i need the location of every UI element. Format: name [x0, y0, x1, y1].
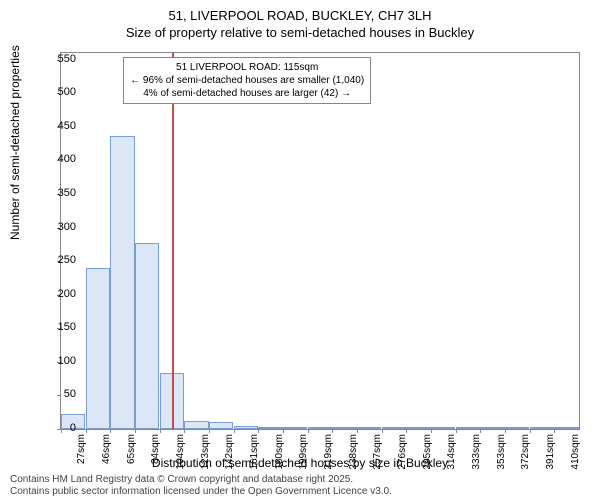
y-tick-label: 500	[58, 86, 76, 98]
x-tick-mark	[505, 429, 506, 433]
y-tick-label: 400	[58, 153, 76, 165]
x-tick-mark	[480, 429, 481, 433]
x-tick-label: 295sqm	[422, 434, 433, 474]
x-tick-label: 276sqm	[397, 434, 408, 474]
histogram-bar	[110, 136, 134, 429]
x-tick-mark	[258, 429, 259, 433]
x-tick-mark	[382, 429, 383, 433]
x-tick-mark	[234, 429, 235, 433]
footer-line1: Contains HM Land Registry data © Crown c…	[10, 474, 392, 486]
x-tick-mark	[357, 429, 358, 433]
y-axis-label: Number of semi-detached properties	[8, 45, 22, 240]
y-tick-label: 300	[58, 221, 76, 233]
annotation-line2: ← 96% of semi-detached houses are smalle…	[130, 74, 364, 87]
x-tick-label: 314sqm	[446, 434, 457, 474]
footer-line2: Contains public sector information licen…	[10, 486, 392, 498]
y-tick-mark	[57, 395, 61, 396]
y-tick-label: 150	[58, 321, 76, 333]
x-tick-mark	[456, 429, 457, 433]
y-tick-label: 350	[58, 187, 76, 199]
x-tick-mark	[160, 429, 161, 433]
x-tick-mark	[209, 429, 210, 433]
x-tick-label: 180sqm	[274, 434, 285, 474]
reference-line	[172, 53, 174, 429]
chart-subtitle: Size of property relative to semi-detach…	[0, 25, 600, 40]
histogram-bar	[308, 427, 332, 429]
x-tick-mark	[308, 429, 309, 433]
x-tick-label: 142sqm	[224, 434, 235, 474]
y-tick-label: 100	[58, 355, 76, 367]
histogram-bar	[135, 243, 159, 429]
x-tick-mark	[406, 429, 407, 433]
histogram-bar	[554, 427, 578, 429]
histogram-bar	[406, 427, 430, 429]
x-tick-label: 27sqm	[76, 434, 87, 474]
x-tick-mark	[283, 429, 284, 433]
x-tick-mark	[61, 429, 62, 433]
x-tick-label: 372sqm	[520, 434, 531, 474]
histogram-bar	[184, 421, 208, 429]
annotation-line1: 51 LIVERPOOL ROAD: 115sqm	[130, 61, 364, 74]
y-tick-label: 0	[70, 422, 76, 434]
histogram-bar	[530, 427, 554, 429]
histogram-bar	[357, 427, 381, 429]
x-tick-mark	[431, 429, 432, 433]
y-tick-label: 450	[58, 120, 76, 132]
histogram-bar	[332, 427, 356, 429]
histogram-bar	[480, 427, 504, 429]
x-tick-label: 257sqm	[372, 434, 383, 474]
histogram-bar	[505, 427, 529, 429]
histogram-bar	[86, 268, 110, 429]
annotation-line3: 4% of semi-detached houses are larger (4…	[130, 87, 364, 100]
histogram-bar	[431, 427, 455, 429]
histogram-bar	[456, 427, 480, 429]
x-tick-mark	[135, 429, 136, 433]
x-tick-mark	[554, 429, 555, 433]
x-tick-label: 161sqm	[249, 434, 260, 474]
annotation-box: 51 LIVERPOOL ROAD: 115sqm← 96% of semi-d…	[123, 57, 371, 104]
x-tick-label: 219sqm	[323, 434, 334, 474]
histogram-bar	[209, 422, 233, 429]
x-tick-label: 238sqm	[348, 434, 359, 474]
x-tick-label: 84sqm	[150, 434, 161, 474]
histogram-bar	[258, 427, 282, 429]
x-tick-label: 199sqm	[298, 434, 309, 474]
x-tick-mark	[86, 429, 87, 433]
y-tick-label: 550	[58, 53, 76, 65]
chart-title: 51, LIVERPOOL ROAD, BUCKLEY, CH7 3LH	[0, 8, 600, 23]
x-tick-label: 391sqm	[545, 434, 556, 474]
x-tick-label: 353sqm	[496, 434, 507, 474]
histogram-bar	[382, 427, 406, 429]
x-tick-mark	[110, 429, 111, 433]
x-tick-mark	[530, 429, 531, 433]
x-tick-label: 65sqm	[126, 434, 137, 474]
x-tick-mark	[332, 429, 333, 433]
y-tick-label: 250	[58, 254, 76, 266]
chart-plot-area: 51 LIVERPOOL ROAD: 115sqm← 96% of semi-d…	[60, 52, 580, 430]
x-tick-mark	[184, 429, 185, 433]
y-tick-label: 50	[64, 388, 76, 400]
histogram-bar	[234, 426, 258, 429]
chart-title-block: 51, LIVERPOOL ROAD, BUCKLEY, CH7 3LH Siz…	[0, 0, 600, 40]
x-tick-label: 123sqm	[200, 434, 211, 474]
footer-attribution: Contains HM Land Registry data © Crown c…	[10, 474, 392, 498]
x-tick-label: 333sqm	[471, 434, 482, 474]
histogram-bar	[283, 427, 307, 429]
y-tick-label: 200	[58, 288, 76, 300]
x-tick-label: 410sqm	[570, 434, 581, 474]
x-tick-label: 104sqm	[175, 434, 186, 474]
x-tick-label: 46sqm	[101, 434, 112, 474]
